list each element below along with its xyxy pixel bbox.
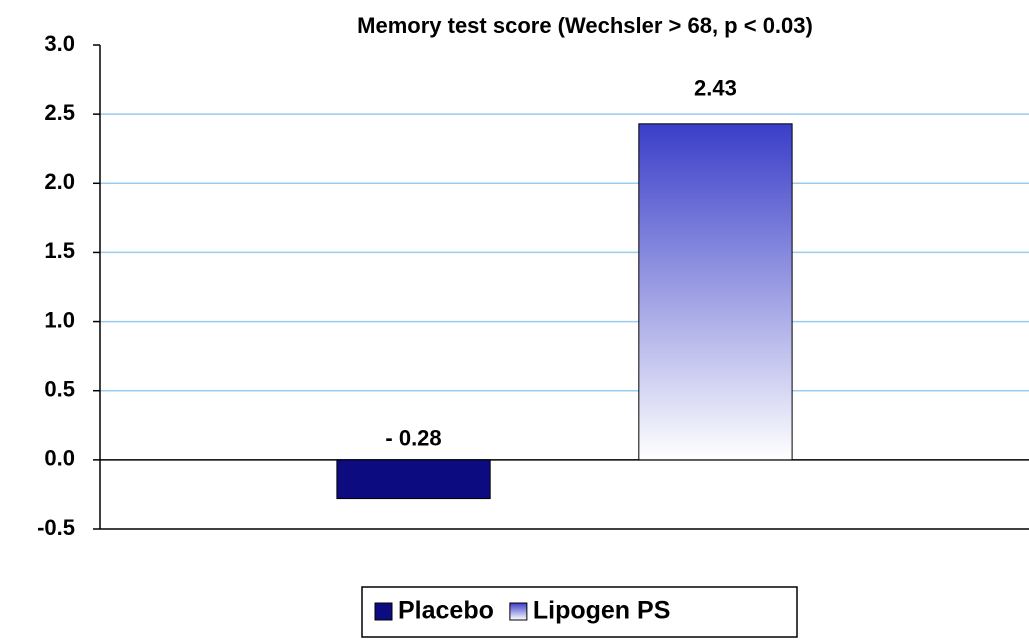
data-label: - 0.28 xyxy=(385,426,441,451)
y-tick-label: 0.0 xyxy=(44,446,75,471)
legend-label: Placebo xyxy=(398,597,494,625)
bar xyxy=(336,459,491,500)
y-tick-label: 2.5 xyxy=(44,100,75,125)
y-tick-label: -0.5 xyxy=(37,515,75,540)
y-tick-label: 0.5 xyxy=(44,377,75,402)
legend-box xyxy=(361,586,798,638)
y-tick-label: 1.5 xyxy=(44,238,75,263)
legend-swatch xyxy=(374,602,393,621)
data-label: 2.43 xyxy=(694,76,737,101)
y-tick-label: 2.0 xyxy=(44,169,75,194)
y-tick-label: 1.0 xyxy=(44,307,75,332)
chart-title: Memory test score (Wechsler > 68, p < 0.… xyxy=(357,13,813,38)
bar xyxy=(638,123,793,461)
y-tick-label: 3.0 xyxy=(44,31,75,56)
legend-swatch xyxy=(509,602,528,621)
legend-label: Lipogen PS xyxy=(533,597,671,625)
